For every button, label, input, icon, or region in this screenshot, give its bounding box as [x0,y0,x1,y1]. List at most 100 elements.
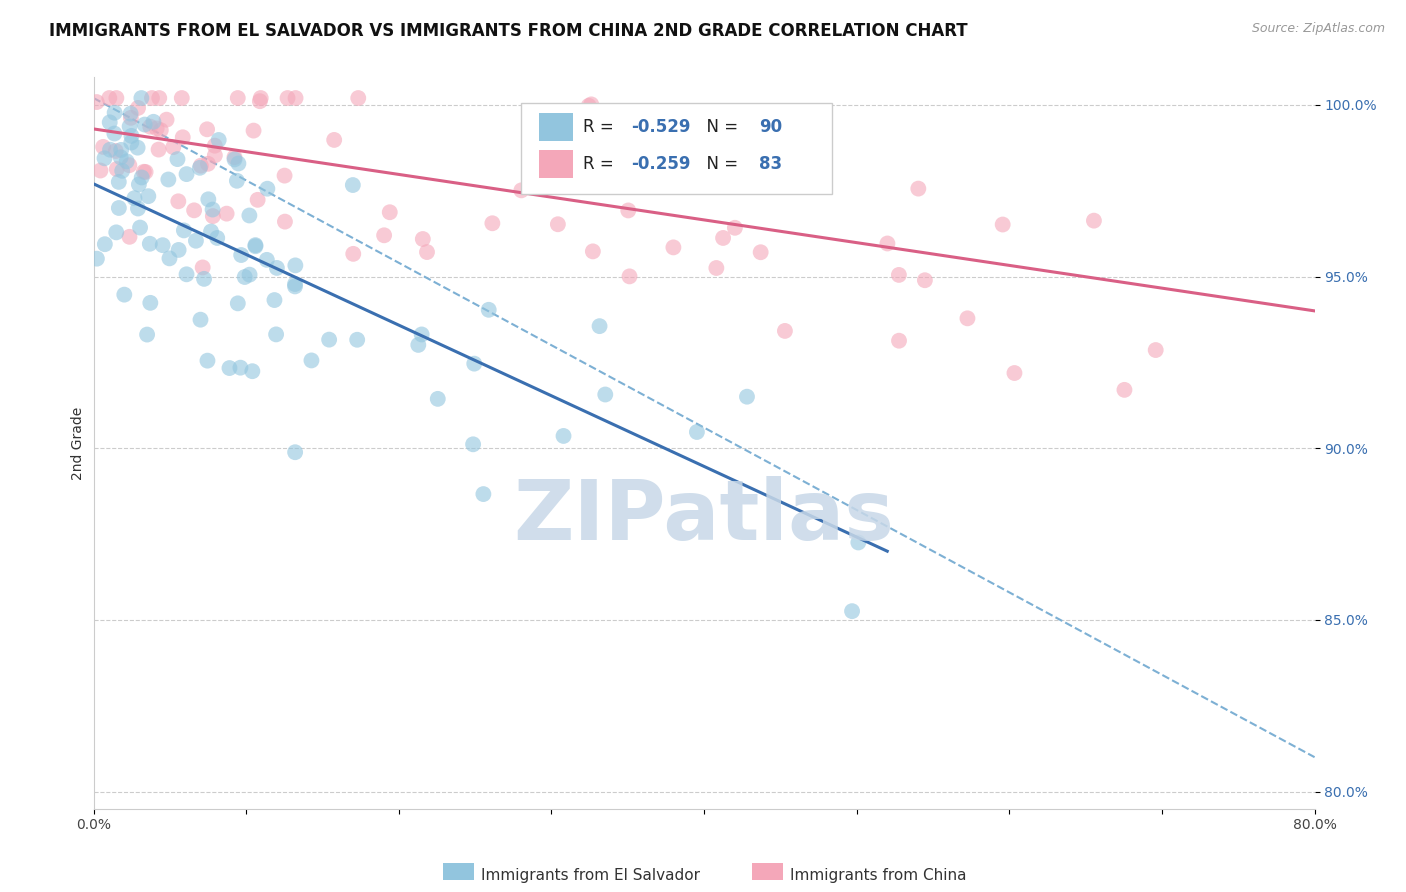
Point [172,130,194,145]
Point [110,143,132,157]
Point [155,112,177,127]
Point [907,181,929,195]
Point [233,270,256,285]
Point [277,91,299,105]
Point [190,159,212,173]
Point [249,91,271,105]
Point [617,142,640,156]
Y-axis label: 2nd Grade: 2nd Grade [72,407,86,480]
Point [226,296,249,310]
Point [157,172,180,186]
Point [231,248,253,262]
Point [266,260,288,275]
Point [197,353,219,368]
Point [91,140,114,154]
Point [619,269,641,284]
Point [547,217,569,231]
Point [887,268,910,282]
Point [176,268,198,282]
Point [256,182,278,196]
Point [284,279,307,293]
Bar [540,150,574,178]
Point [105,162,128,177]
Point [208,133,231,147]
Point [120,111,142,125]
Point [274,214,297,228]
Point [86,95,108,109]
Point [176,167,198,181]
Point [1083,213,1105,227]
Point [120,136,142,150]
Point [846,535,869,549]
Point [318,333,340,347]
Point [323,133,346,147]
Point [127,202,149,216]
Point [704,260,727,275]
Point [162,140,184,154]
Text: 90: 90 [759,118,782,136]
Point [786,161,808,175]
Point [225,174,247,188]
Point [145,121,167,136]
Point [105,225,128,239]
Bar [540,113,574,141]
Point [264,327,287,342]
Point [107,175,129,189]
Point [481,216,503,230]
Point [416,245,439,260]
Point [127,141,149,155]
Point [111,164,134,178]
Point [134,118,156,132]
Point [139,296,162,310]
Text: IMMIGRANTS FROM EL SALVADOR VS IMMIGRANTS FROM CHINA 2ND GRADE CORRELATION CHART: IMMIGRANTS FROM EL SALVADOR VS IMMIGRANT… [49,22,967,40]
Text: 83: 83 [759,154,782,173]
Point [139,236,162,251]
Point [510,183,533,197]
Text: R =: R = [583,118,619,136]
Point [98,143,121,157]
Point [173,223,195,237]
Point [224,153,246,167]
Point [245,238,267,252]
Point [94,237,117,252]
Point [876,236,898,251]
Point [142,115,165,129]
Point [89,163,111,178]
Point [561,154,583,169]
Point [159,252,181,266]
Point [131,91,153,105]
Point [617,203,640,218]
Point [786,173,808,187]
Point [204,148,226,162]
Point [188,161,211,175]
Point [184,234,207,248]
Point [593,387,616,401]
Point [378,205,401,219]
Point [197,192,219,206]
Point [724,220,747,235]
Point [127,101,149,115]
Text: N =: N = [696,154,742,173]
Point [148,91,170,105]
Point [118,158,141,172]
Point [129,220,152,235]
Point [112,287,135,301]
Point [120,128,142,143]
Point [557,128,579,142]
Point [581,97,603,112]
Point [215,207,238,221]
Point [170,91,193,105]
Point [588,319,610,334]
Point [120,106,142,120]
Point [284,277,307,291]
Point [104,144,127,158]
Point [426,392,449,406]
Point [200,225,222,239]
Point [284,91,307,105]
Point [461,437,484,451]
Point [284,259,307,273]
Point [224,150,246,164]
Point [749,245,772,260]
Point [190,312,212,326]
Point [166,152,188,166]
